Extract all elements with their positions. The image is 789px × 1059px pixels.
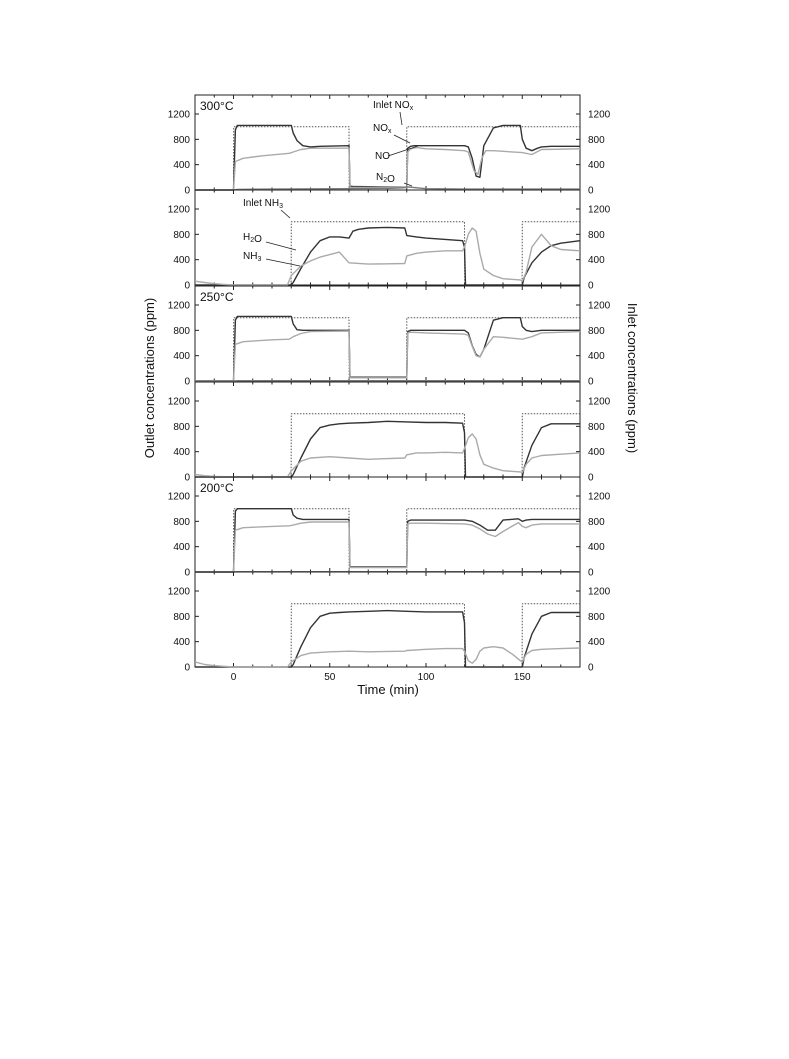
annotation-label: NO [375,151,390,162]
y-tick-label-right: 800 [588,230,605,241]
y-tick-label-left: 0 [184,663,190,674]
panel-frame [194,476,581,573]
y-tick-label-right: 800 [588,517,605,528]
panel-frame [194,285,581,382]
series-line-h2o [195,609,580,668]
x-tick-label: 150 [514,672,531,683]
panel-frame [194,381,581,478]
y-tick-label-left: 0 [184,186,190,197]
y-axis-title-left: Outlet concentrations (ppm) [142,298,157,458]
y-tick-label-left: 400 [173,447,190,458]
temperature-label: 300°C [200,99,234,113]
y-tick-label-right: 0 [588,663,594,674]
y-tick-label-left: 1200 [168,110,191,121]
y-tick-label-right: 800 [588,422,605,433]
y-tick-label-left: 0 [184,281,190,292]
y-tick-label-right: 400 [588,637,605,648]
annotation-label: N2O [376,172,395,185]
annotation-leader [280,209,291,219]
annotation-label: H2O [243,232,262,245]
series-line-nh3 [194,646,581,668]
y-tick-label-right: 400 [588,160,605,171]
y-tick-label-right: 0 [588,568,594,579]
y-tick-label-right: 1200 [588,397,611,408]
y-tick-label-left: 1200 [168,492,191,503]
annotations: Inlet NOx NOx NO N2O Inlet NH3 H2O NH3 [243,100,419,267]
temperature-label: 200°C [200,481,234,495]
x-tick-label: 100 [418,672,435,683]
y-tick-label-right: 1200 [588,205,611,216]
y-tick-label-left: 800 [173,517,190,528]
x-tick-label: 50 [324,672,336,683]
annotation-label: NOx [373,123,392,135]
y-tick-label-left: 1200 [168,301,191,312]
y-tick-label-right: 800 [588,612,605,623]
y-tick-label-left: 800 [173,135,190,146]
annotation-leader [403,182,413,187]
annotation-label: NH3 [243,251,261,263]
y-tick-label-left: 0 [184,377,190,388]
y-tick-label-right: 1200 [588,587,611,598]
y-tick-label-right: 800 [588,326,605,337]
x-tick-label: 0 [231,672,237,683]
series-line-no [195,330,581,382]
y-tick-label-left: 400 [173,637,190,648]
annotation-leader [393,134,411,144]
y-tick-label-left: 800 [173,612,190,623]
annotation-leader [265,241,297,251]
y-tick-label-left: 1200 [168,397,191,408]
y-tick-label-left: 400 [173,542,190,553]
annotation-leader [387,145,419,157]
y-tick-label-left: 800 [173,326,190,337]
annotation-leader [399,111,403,126]
y-tick-label-right: 800 [588,135,605,146]
annotation-leader [265,258,301,267]
y-tick-label-left: 1200 [168,587,191,598]
series-line-nox [195,124,580,191]
series-line-nox [195,508,580,573]
y-tick-label-left: 0 [184,568,190,579]
y-tick-label-right: 0 [588,377,594,388]
y-tick-label-left: 800 [173,422,190,433]
y-tick-label-right: 0 [588,473,594,484]
series-line-inlet-nox [195,508,580,573]
temperature-label: 250°C [200,290,234,304]
series-line-no [195,521,580,573]
panel-3: 0 0 400 400 800 800 1200 1200 250°C [168,285,611,388]
y-tick-label-right: 400 [588,542,605,553]
y-tick-label-left: 0 [184,473,190,484]
y-tick-label-right: 0 [588,186,594,197]
y-tick-label-left: 400 [173,255,190,266]
series-line-inlet-nh3 [195,413,580,478]
series-line-h2o [195,420,580,478]
y-tick-label-right: 1200 [588,301,611,312]
y-tick-label-right: 400 [588,351,605,362]
y-tick-label-right: 1200 [588,110,611,121]
y-tick-label-left: 400 [173,351,190,362]
panel-2: 0 0 400 400 800 800 1200 1200 [168,189,611,292]
panel-5: 0 0 400 400 800 800 1200 1200 200°C [168,476,611,579]
series-line-inlet-nh3 [195,603,580,668]
series-line-nh3 [194,227,581,286]
series-line-nox [195,315,580,382]
y-tick-label-right: 0 [588,281,594,292]
annotation-label: Inlet NH3 [243,198,283,210]
panel-frame [194,571,581,668]
y-axis-title-right: Inlet concentrations (ppm) [625,303,640,453]
y-tick-label-left: 800 [173,230,190,241]
y-tick-label-right: 1200 [588,492,611,503]
x-axis-title: Time (min) [357,682,419,697]
y-tick-label-right: 400 [588,255,605,266]
panels-layer: 0 0 400 400 800 800 1200 1200 300°C 0 0 400 400 800 80… [168,94,611,683]
series-line-nh3 [194,433,581,478]
y-tick-label-left: 1200 [168,205,191,216]
panel-6: 0 0 400 400 800 800 1200 1200 [168,571,611,674]
annotation-label: Inlet NOx [373,100,414,112]
panel-4: 0 0 400 400 800 800 1200 1200 [168,381,611,484]
y-tick-label-right: 400 [588,447,605,458]
y-tick-label-left: 400 [173,160,190,171]
